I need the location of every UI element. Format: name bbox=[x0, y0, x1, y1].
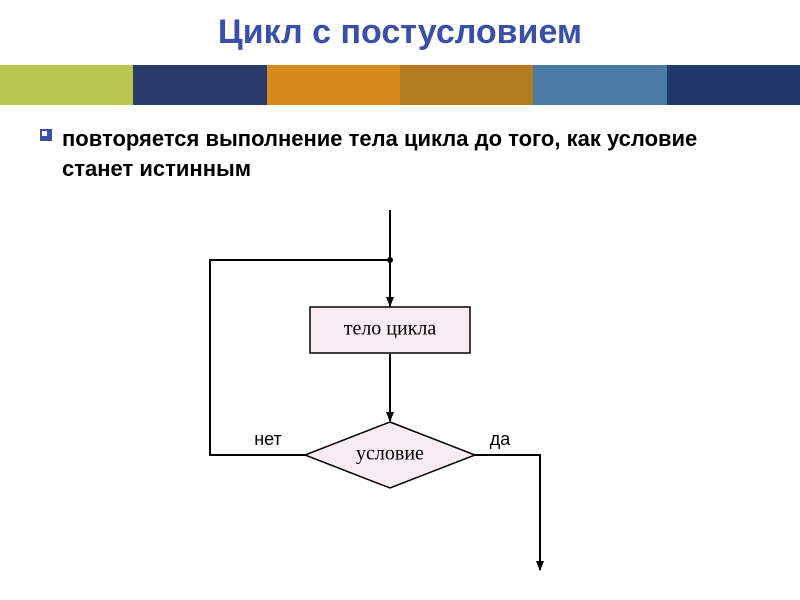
banner-cell bbox=[267, 64, 400, 106]
slide-title: Цикл с постусловием bbox=[218, 13, 582, 52]
edge-label: нет bbox=[254, 429, 282, 449]
banner-cell bbox=[533, 64, 666, 106]
slide-title-area: Цикл с постусловием bbox=[0, 0, 800, 64]
flow-edge bbox=[210, 260, 390, 455]
bullet-marker-icon bbox=[40, 129, 52, 141]
flow-node-label-body: тело цикла bbox=[344, 318, 437, 340]
flowchart-svg: тело цикла условие да нет bbox=[0, 190, 800, 600]
banner-cell bbox=[0, 64, 133, 106]
bullet-item: повторяется выполнение тела цикла до тог… bbox=[40, 124, 760, 183]
banner-cell bbox=[400, 64, 533, 106]
banner-cell bbox=[133, 64, 266, 106]
flow-node-label-cond: условие bbox=[356, 443, 424, 465]
flow-edge bbox=[475, 455, 540, 570]
banner-cell bbox=[667, 64, 800, 106]
bullet-text: повторяется выполнение тела цикла до тог… bbox=[62, 124, 760, 183]
edge-label: да bbox=[490, 429, 512, 449]
bullet-area: повторяется выполнение тела цикла до тог… bbox=[40, 124, 760, 183]
flowchart-diagram: тело цикла условие да нет bbox=[0, 190, 800, 600]
decorative-banner bbox=[0, 64, 800, 106]
merge-point bbox=[387, 257, 393, 263]
